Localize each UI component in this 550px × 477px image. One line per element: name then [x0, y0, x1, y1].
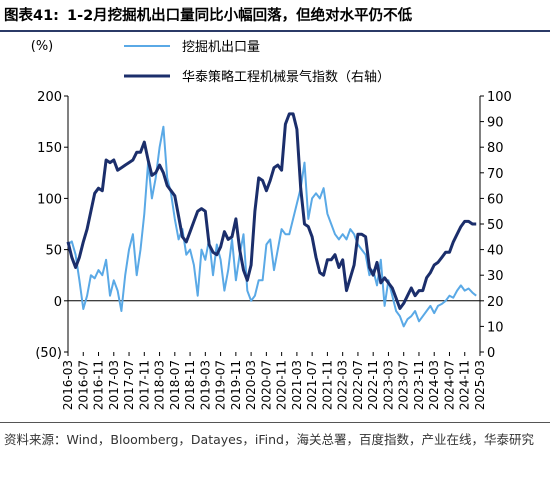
x-axis-tick-label: 2022-03: [336, 360, 350, 410]
x-axis-tick-label: 2023-07: [397, 360, 411, 410]
dual-axis-line-chart: (%) (50) 0 50 100 150 200 0 10 20 30 40 50 60 70 80 90 10…: [31, 39, 512, 410]
right-axis-tick-label: 20: [487, 295, 504, 310]
source-note: 资料来源：Wind，Bloomberg，Datayes，iFind，海关总署，百…: [4, 432, 534, 447]
series-machinery-index-line: [66, 112, 477, 310]
x-axis-tick-label: 2024-03: [427, 360, 441, 410]
x-axis-tick-label: 2024-11: [458, 360, 472, 410]
left-axis-tick-label: (50): [35, 346, 62, 361]
x-axis-tick-label: 2017-07: [122, 360, 136, 410]
x-axis-tick-label: 2021-03: [290, 360, 304, 410]
x-axis-tick-label: 2022-07: [351, 360, 365, 410]
title-rule: [0, 30, 550, 32]
x-axis-tick-label: 2016-03: [61, 360, 75, 410]
x-axis-tick-label: 2020-11: [275, 360, 289, 410]
figure-title-text: 1-2月挖掘机出口量同比小幅回落，但绝对水平仍不低: [66, 8, 413, 24]
x-axis-tick-label: 2019-03: [198, 360, 212, 410]
x-axis-tick-label: 2021-11: [320, 360, 334, 410]
legend-label-excavator-exports: 挖掘机出口量: [182, 40, 260, 55]
right-axis-tick-label: 90: [487, 116, 504, 131]
right-axis-tick-label: 50: [487, 218, 504, 233]
right-axis-tick-label: 10: [487, 320, 504, 335]
right-axis-tick-label: 70: [487, 167, 504, 182]
x-axis-tick-label: 2018-03: [153, 360, 167, 410]
x-axis-tick-label: 2020-03: [244, 360, 258, 410]
x-axis-tick-label: 2024-07: [442, 360, 456, 410]
source-rule: [0, 422, 550, 423]
right-axis-tick-label: 30: [487, 269, 504, 284]
left-axis-tick-label: 200: [37, 90, 62, 105]
right-axis-tick-label: 0: [487, 346, 495, 361]
left-axis-tick-label: 0: [54, 295, 62, 310]
figure-title: 图表41: 1-2月挖掘机出口量同比小幅回落，但绝对水平仍不低: [4, 4, 412, 25]
figure-number: 图表41:: [4, 8, 59, 24]
x-axis-tick-label: 2023-03: [381, 360, 395, 410]
right-axis-tick-label: 40: [487, 244, 504, 259]
left-axis-tick-label: 150: [37, 141, 62, 156]
left-axis-tick-label: 50: [45, 244, 62, 259]
right-axis-tick-label: 60: [487, 192, 504, 207]
left-axis-tick-label: 100: [37, 192, 62, 207]
left-axis-unit-label: (%): [31, 39, 54, 54]
x-axis-tick-label: 2021-07: [305, 360, 319, 410]
x-axis-tick-label: 2017-11: [137, 360, 151, 410]
right-axis-tick-label: 100: [487, 90, 512, 105]
x-axis-tick-label: 2016-07: [76, 360, 90, 410]
x-axis-tick-label: 2018-11: [183, 360, 197, 410]
x-axis-tick-label: 2017-03: [107, 360, 121, 410]
x-axis-tick-label: 2018-07: [168, 360, 182, 410]
x-axis-tick-label: 2023-11: [412, 360, 426, 410]
x-axis-tick-label: 2025-03: [473, 360, 487, 410]
x-axis-tick-label: 2019-11: [229, 360, 243, 410]
series-excavator-exports-line: [67, 125, 477, 328]
x-axis-tick-label: 2022-11: [366, 360, 380, 410]
right-axis-tick-label: 80: [487, 141, 504, 156]
x-axis-tick-label: 2019-07: [214, 360, 228, 410]
x-axis-tick-label: 2020-07: [259, 360, 273, 410]
x-axis-tick-label: 2016-11: [92, 360, 106, 410]
legend-label-machinery-index: 华泰策略工程机械景气指数（右轴）: [182, 69, 390, 85]
